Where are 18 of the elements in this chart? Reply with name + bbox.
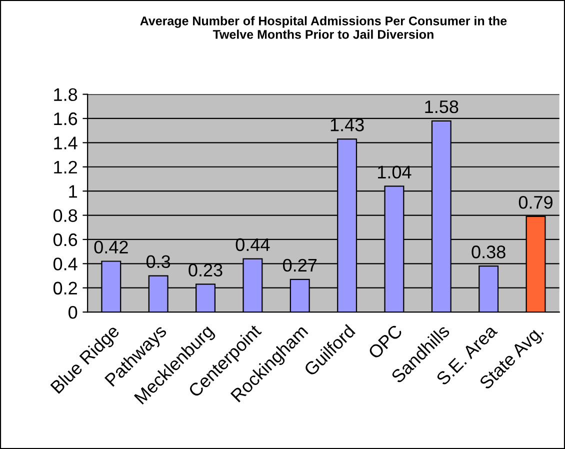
chart-title: Average Number of Hospital Admissions Per Consumer in the Twelve Months Prior to Jail Diversion: [140, 16, 507, 39]
data-label: 1.43: [330, 118, 364, 132]
data-label: 1.04: [378, 166, 412, 178]
y-tick-label: 0.6: [53, 233, 78, 246]
y-tick-label: 0: [68, 306, 78, 319]
data-label: 0.23: [188, 264, 222, 276]
y-tick-label: 1.4: [54, 136, 78, 150]
data-label: 0.38: [472, 246, 506, 258]
y-tick-label: 1.2: [54, 160, 77, 174]
y-tick-label: 1: [69, 185, 77, 198]
y-tick-label: 1.6: [54, 112, 78, 126]
y-tick-label: 0.2: [53, 282, 77, 295]
data-label: 1.58: [425, 100, 458, 114]
y-tick-label: 1.8: [54, 88, 78, 102]
y-tick-label: 0.8: [53, 209, 78, 222]
data-label: 0.42: [94, 240, 128, 254]
data-label: 0.79: [518, 196, 552, 209]
y-tick-label: 0.4: [53, 258, 78, 270]
